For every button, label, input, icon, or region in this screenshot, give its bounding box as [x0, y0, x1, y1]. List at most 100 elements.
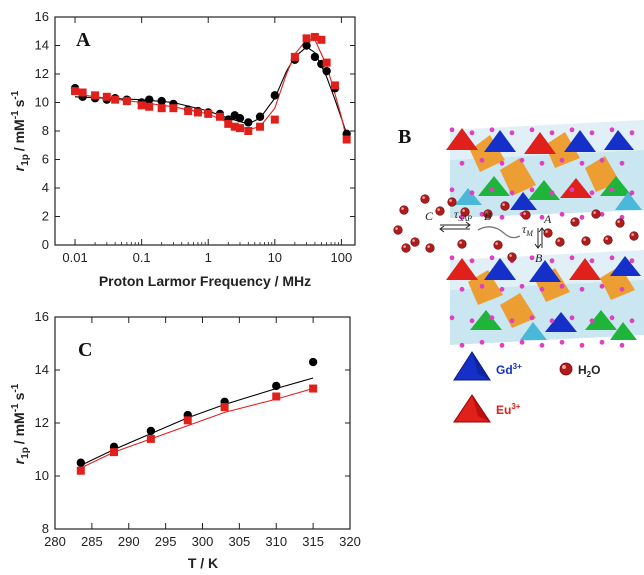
data-point-square: [342, 135, 351, 144]
oxygen-atom: [609, 255, 615, 261]
oxygen-atom: [569, 255, 575, 261]
site-label-a: A: [543, 212, 552, 226]
x-tick-label: 310: [265, 534, 287, 549]
water-molecule: [435, 206, 445, 216]
y-tick-label: 2: [42, 209, 49, 224]
oxygen-atom: [629, 318, 635, 324]
data-point-square: [184, 107, 193, 116]
water-molecule: [399, 205, 409, 215]
arrowhead-right: [465, 221, 471, 229]
data-point-circle: [302, 41, 311, 50]
x-tick-label: 0.01: [62, 250, 87, 265]
data-point-circle: [272, 381, 281, 391]
oxygen-atom: [469, 130, 475, 136]
oxygen-atom: [489, 315, 495, 321]
data-point-square: [111, 95, 120, 104]
gd-tetrahedron: [510, 192, 537, 210]
water-highlight: [545, 230, 548, 233]
oxygen-atom: [479, 339, 485, 345]
x-axis-label-c: T / K: [188, 555, 218, 571]
water-highlight: [617, 220, 620, 223]
data-point-square: [110, 448, 118, 457]
x-tick-label: 290: [118, 534, 140, 549]
data-points-a: [70, 32, 351, 144]
x-tick-label: 300: [192, 534, 214, 549]
oxygen-atom: [519, 283, 525, 289]
oxygen-atom: [569, 187, 575, 193]
data-point-square: [204, 109, 213, 118]
cyan-tetrahedron: [455, 188, 482, 205]
oxygen-atom: [629, 258, 635, 264]
gd-tetrahedron: [545, 312, 577, 332]
water-highlight: [412, 239, 415, 242]
data-point-square: [78, 88, 87, 97]
panel-a: A 0 2 4 6 8 10 12 14 16 0.01 0.1 1 10 100 Proton Larm…: [10, 9, 356, 289]
oxygen-atom: [529, 255, 535, 261]
water-highlight: [631, 233, 634, 236]
data-point-square: [193, 108, 202, 117]
x-tick-label: 1: [205, 250, 212, 265]
data-point-square: [230, 122, 239, 131]
eu-tetrahedron: [446, 258, 478, 280]
eu-legend-label: Eu3+: [496, 402, 521, 417]
gd-legend-label: Gd3+: [496, 362, 522, 377]
oxygen-atom: [599, 339, 605, 345]
data-point-circle: [308, 357, 318, 367]
green-tetrahedron: [610, 322, 637, 340]
x-tick-label: 10: [268, 250, 282, 265]
water-highlight: [427, 245, 430, 248]
data-point-circle: [146, 426, 156, 436]
water-highlight: [395, 227, 398, 230]
site-label-c: C: [425, 209, 434, 223]
oxygen-atom: [489, 127, 495, 133]
data-point-square: [270, 115, 279, 124]
data-point-square: [235, 124, 244, 133]
oxygen-atom: [619, 286, 625, 292]
oxygen-atom: [589, 258, 595, 264]
data-point-square: [317, 35, 326, 44]
plot-frame-c: [54, 316, 351, 530]
site-label-b-upper: B: [484, 209, 492, 223]
water-highlight: [459, 241, 462, 244]
oxygen-atom: [549, 130, 555, 136]
water-molecule: [425, 243, 435, 253]
orange-octahedron: [500, 158, 536, 196]
water-molecules: [393, 194, 639, 262]
y-tick-label: 10: [35, 468, 49, 483]
water-highlight: [485, 211, 488, 214]
gd-tetrahedron: [604, 130, 634, 150]
orange-octahedron: [500, 293, 536, 328]
eu-tetrahedron: [569, 258, 601, 280]
data-point-circle: [76, 458, 86, 467]
data-point-square: [91, 91, 100, 100]
panel-label-b: B: [398, 126, 411, 148]
water-highlight: [593, 211, 596, 214]
oxygen-atom: [469, 318, 475, 324]
oxygen-atom: [509, 190, 515, 196]
eu-tetrahedron: [524, 132, 556, 154]
x-axis-label-a: Proton Larmor Frequency / MHz: [99, 273, 311, 289]
oxygen-atom: [559, 211, 565, 217]
y-tick-label: 16: [35, 9, 49, 24]
oxygen-atom: [619, 342, 625, 348]
oxygen-atom: [609, 187, 615, 193]
data-point-square: [215, 112, 224, 121]
water-highlight: [583, 238, 586, 241]
oxygen-atom: [579, 160, 585, 166]
water-highlight: [605, 237, 608, 240]
water-highlight: [509, 254, 512, 257]
x-tick-label: 305: [229, 534, 251, 549]
y-tick-label: 14: [35, 38, 49, 53]
water-molecule: [500, 201, 510, 211]
water-highlight: [401, 207, 404, 210]
axis-ticks-c: 8 10 12 14 16 280 285 290 295 300 305 310 315 320: [35, 309, 361, 549]
eu-tetrahedron: [446, 128, 478, 150]
water-legend-label: H2O: [578, 363, 600, 379]
data-point-circle: [310, 52, 320, 62]
oxygen-atom: [499, 214, 505, 220]
y-tick-label: 8: [42, 521, 49, 536]
oxygen-atom: [579, 214, 585, 220]
x-tick-label: 280: [44, 534, 66, 549]
water-molecule: [447, 197, 457, 207]
